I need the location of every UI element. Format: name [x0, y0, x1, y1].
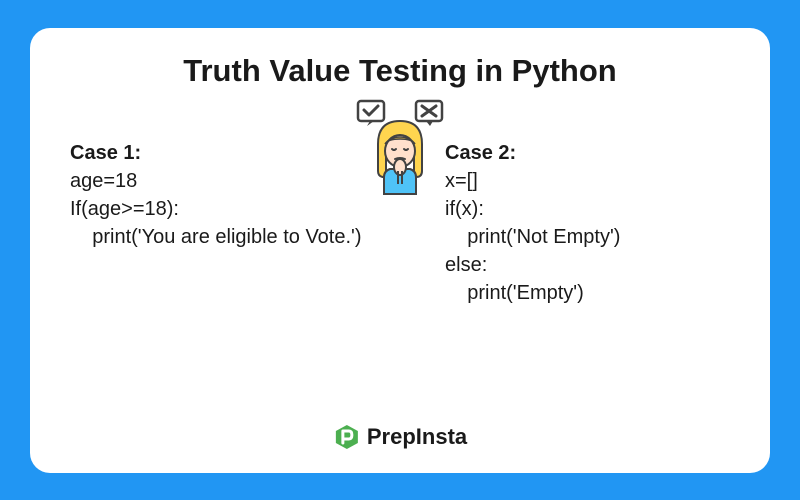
case-2-title: Case 2: [445, 142, 730, 165]
brand-logo: PrepInsta [333, 423, 467, 451]
content-card: Truth Value Testing in Python [30, 28, 770, 473]
content-wrapper: Case 1: age=18 If(age>=18): print('You a… [70, 104, 730, 307]
case-2-code: x=[] if(x): print('Not Empty') else: pri… [445, 167, 730, 307]
thinking-person-illustration [340, 99, 460, 199]
illustration-svg [340, 99, 460, 199]
logo-text: PrepInsta [367, 424, 467, 450]
page-title: Truth Value Testing in Python [70, 53, 730, 89]
logo-hexagon-icon [333, 423, 361, 451]
